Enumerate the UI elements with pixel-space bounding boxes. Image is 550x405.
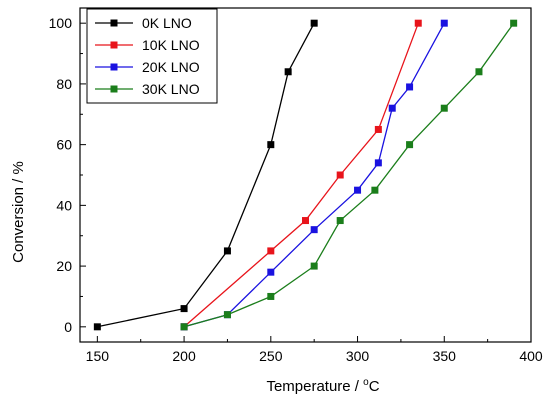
x-tick-label: 250	[259, 348, 283, 364]
data-point	[267, 268, 275, 276]
data-point	[180, 323, 188, 331]
data-point	[302, 217, 309, 225]
data-point	[440, 19, 448, 27]
y-tick-label: 20	[56, 258, 72, 274]
data-point	[336, 217, 344, 225]
data-point	[354, 186, 362, 194]
legend-label: 30K LNO	[142, 81, 200, 97]
legend-item: 10K LNO	[95, 37, 200, 53]
series-1	[93, 19, 318, 331]
x-axis-label-unit: C	[369, 378, 380, 395]
series-3	[180, 19, 448, 331]
data-point	[374, 159, 382, 167]
y-tick-label: 80	[56, 76, 72, 92]
series-group	[93, 19, 518, 331]
x-tick-label: 200	[172, 348, 196, 364]
data-point	[93, 323, 101, 331]
x-tick-label: 400	[519, 348, 543, 364]
data-point	[388, 104, 396, 112]
series-line	[183, 22, 419, 328]
data-point	[510, 19, 518, 27]
legend-marker	[110, 19, 118, 27]
series-line	[183, 22, 445, 328]
legend-item: 20K LNO	[95, 59, 200, 75]
legend-item: 30K LNO	[95, 81, 200, 97]
y-axis-label: Conversion / %	[10, 161, 27, 263]
legend-marker	[110, 63, 118, 71]
axis-ticks: 150 200 250 300 350 400 0 20 40 60 80 100	[49, 15, 543, 364]
x-tick-label: 350	[433, 348, 457, 364]
data-point	[223, 311, 231, 319]
y-tick-label: 100	[49, 15, 73, 31]
data-point	[267, 292, 275, 300]
data-point	[310, 19, 318, 27]
x-tick-label: 300	[346, 348, 370, 364]
legend-label: 0K LNO	[142, 15, 192, 31]
series-line	[97, 22, 315, 328]
data-point	[284, 68, 292, 76]
x-tick-label: 150	[86, 348, 110, 364]
legend: 0K LNO 10K LNO 20K LNO 30K LNO	[86, 8, 218, 104]
data-point	[406, 141, 414, 149]
data-point	[406, 83, 414, 91]
data-point	[374, 125, 382, 133]
x-axis-label-degree: o	[363, 377, 369, 388]
legend-marker	[110, 41, 118, 49]
legend-label: 10K LNO	[142, 37, 200, 53]
legend-item: 0K LNO	[95, 15, 192, 31]
data-point	[440, 104, 448, 112]
data-point	[371, 186, 379, 194]
y-tick-label: 40	[56, 197, 72, 213]
y-tick-label: 0	[64, 319, 72, 335]
legend-box	[86, 8, 218, 104]
y-tick-label: 60	[56, 137, 72, 153]
data-point	[336, 171, 344, 179]
data-point	[267, 141, 275, 149]
series-line	[183, 22, 515, 328]
data-point	[310, 226, 318, 234]
data-point	[267, 247, 275, 255]
x-axis-label-main: Temperature /	[266, 378, 363, 395]
legend-marker	[110, 85, 118, 93]
data-point	[475, 68, 483, 76]
data-point	[180, 305, 188, 313]
series-4	[180, 19, 518, 331]
data-point	[414, 19, 422, 27]
plot-frame	[79, 7, 532, 343]
x-axis-label: Temperature / oC	[266, 377, 379, 395]
data-point	[310, 262, 318, 270]
data-point	[223, 247, 231, 255]
legend-label: 20K LNO	[142, 59, 200, 75]
